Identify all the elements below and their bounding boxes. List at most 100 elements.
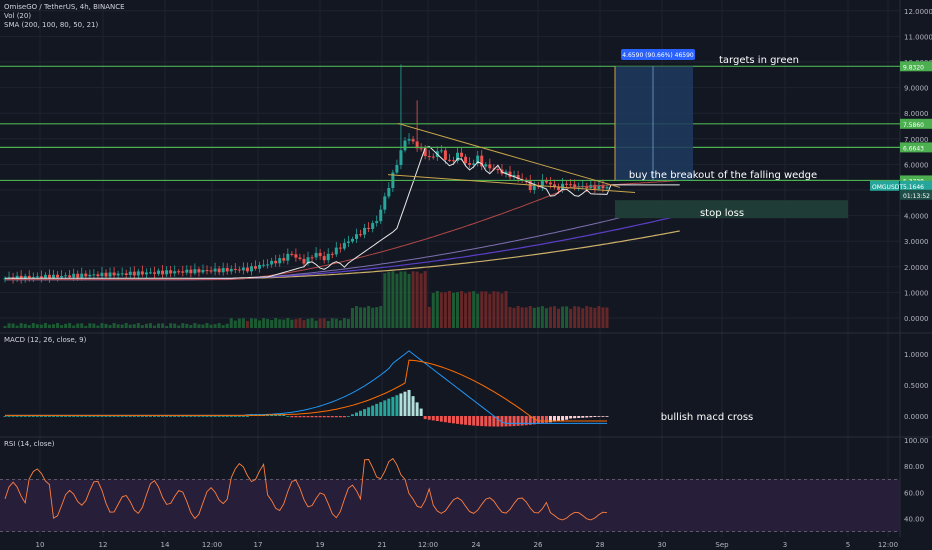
- macd-histogram-bar: [100, 416, 104, 417]
- macd-histogram-bar: [468, 416, 472, 426]
- candle-body: [84, 273, 88, 277]
- volume-bar: [302, 320, 306, 328]
- volume-bar: [217, 323, 221, 328]
- candle-body: [395, 164, 399, 173]
- macd-histogram-bar: [516, 416, 520, 426]
- macd-histogram-bar: [585, 416, 589, 418]
- price-axis-label-box: [900, 180, 932, 191]
- macd-histogram-bar: [136, 416, 140, 417]
- candle-body: [51, 274, 55, 279]
- macd-histogram-bar: [80, 416, 84, 417]
- macd-histogram-bar: [144, 416, 148, 417]
- candle-body: [266, 264, 270, 266]
- volume-bar: [427, 306, 431, 328]
- macd-histogram-bar: [548, 416, 552, 423]
- candle-body: [451, 160, 455, 162]
- macd-histogram-bar: [237, 416, 241, 417]
- macd-histogram-bar: [3, 416, 7, 417]
- macd-histogram-bar: [435, 416, 439, 422]
- volume-bar: [278, 319, 282, 328]
- volume-bar: [407, 273, 411, 328]
- volume-bar: [443, 292, 447, 328]
- macd-histogram-bar: [403, 391, 407, 416]
- macd-histogram-bar: [330, 416, 334, 418]
- volume-bar: [488, 293, 492, 328]
- volume-bar: [532, 307, 536, 328]
- volume-bar: [367, 306, 371, 328]
- macd-histogram-bar: [423, 416, 427, 420]
- macd-histogram-bar: [387, 398, 391, 416]
- candle-body: [468, 163, 472, 165]
- candle-body: [43, 274, 47, 279]
- macd-histogram-bar: [484, 416, 488, 427]
- candle-body: [185, 269, 189, 273]
- volume-bar: [92, 323, 96, 328]
- price-axis-tick: 8.0000: [904, 110, 929, 118]
- price-axis-label-box: [900, 142, 932, 153]
- macd-histogram-bar: [177, 416, 181, 417]
- macd-histogram-bar: [528, 416, 532, 425]
- volume-bar: [516, 306, 520, 328]
- macd-histogram-bar: [415, 402, 419, 416]
- candle-body: [221, 268, 225, 273]
- volume-bar: [569, 308, 573, 328]
- candle-body: [447, 159, 451, 161]
- time-axis-tick: 14: [161, 541, 170, 549]
- volume-bar: [460, 291, 464, 328]
- macd-histogram-bar: [104, 416, 108, 417]
- volume-bar: [528, 306, 532, 328]
- volume-bar: [181, 323, 185, 328]
- time-axis-tick: 19: [316, 541, 325, 549]
- volume-bar: [233, 320, 237, 328]
- macd-histogram-bar: [112, 416, 116, 417]
- price-axis-label-box: [900, 189, 932, 200]
- time-axis-tick: 12:00: [878, 541, 898, 549]
- volume-bar: [161, 323, 165, 328]
- candle-body: [177, 271, 181, 273]
- candle-body: [88, 274, 92, 277]
- candle-body: [484, 164, 488, 167]
- macd-histogram-bar: [557, 416, 561, 422]
- macd-histogram-bar: [185, 416, 189, 417]
- candle-body: [605, 186, 609, 189]
- price-axis-label-box: [900, 118, 932, 129]
- candle-body: [334, 247, 338, 255]
- price-axis-tick: 1.0000: [904, 289, 929, 297]
- candle-body: [241, 267, 245, 271]
- macd-histogram-bar: [197, 416, 201, 417]
- candle-body: [367, 227, 371, 229]
- macd-histogram-bar: [589, 416, 593, 418]
- macd-histogram-bar: [229, 416, 233, 417]
- volume-bar: [148, 323, 152, 328]
- macd-histogram-bar: [148, 416, 152, 417]
- candle-body: [181, 271, 185, 273]
- macd-histogram-bar: [371, 405, 375, 416]
- macd-histogram-bar: [411, 396, 415, 416]
- macd-histogram-bar: [189, 416, 193, 417]
- volume-bar: [540, 306, 544, 328]
- volume-bar: [415, 271, 419, 328]
- rsi-band: [0, 479, 900, 532]
- macd-histogram-bar: [443, 416, 447, 423]
- candle-body: [258, 265, 262, 269]
- candle-body: [136, 271, 140, 276]
- macd-histogram-bar: [334, 416, 338, 418]
- macd-axis-tick: 1.0000: [904, 351, 929, 359]
- macd-histogram-bar: [577, 416, 581, 418]
- candle-body: [330, 253, 334, 255]
- annotation-macd-cross: bullish macd cross: [661, 412, 754, 423]
- macd-histogram-bar: [314, 416, 318, 418]
- macd-histogram-bar: [561, 416, 565, 421]
- candle-body: [516, 175, 520, 180]
- volume-bar: [282, 319, 286, 328]
- macd-histogram-bar: [451, 416, 455, 424]
- volume-bar: [451, 292, 455, 328]
- volume-bar: [177, 325, 181, 328]
- volume-bar: [552, 306, 556, 328]
- symbol-tag: OMGUSDT: [872, 184, 903, 191]
- candle-body: [407, 139, 411, 141]
- price-axis-tick: 4.0000: [904, 213, 929, 221]
- candle-body: [314, 252, 318, 258]
- macd-histogram-bar: [350, 414, 354, 416]
